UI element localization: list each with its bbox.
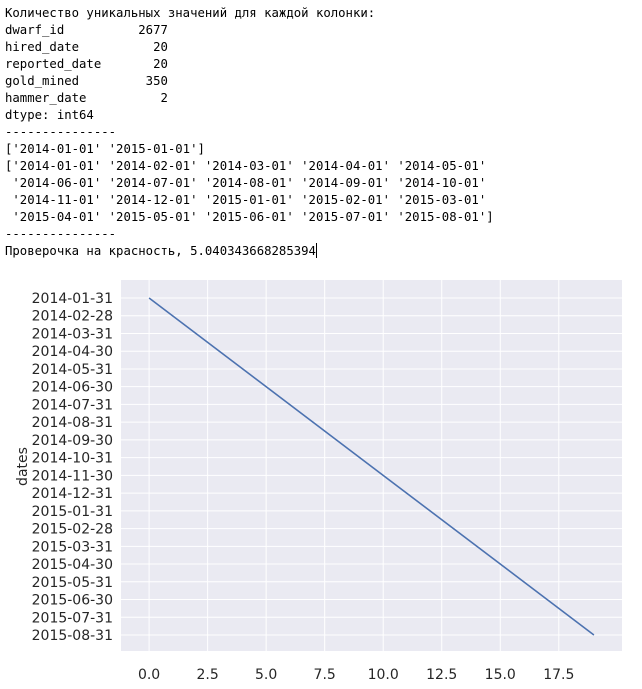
y-axis-label: dates bbox=[15, 447, 31, 486]
console-line: hammer_date 2 bbox=[5, 91, 168, 105]
x-tick-label: 5.0 bbox=[255, 667, 277, 683]
console-line: ['2014-01-01' '2014-02-01' '2014-03-01' … bbox=[5, 159, 487, 173]
x-tick-label: 2.5 bbox=[196, 667, 218, 683]
x-tick-label: 15.0 bbox=[485, 667, 516, 683]
y-tick-label: 2015-07-31 bbox=[32, 610, 113, 626]
y-tick-label: 2015-05-31 bbox=[32, 575, 113, 591]
console-line: dtype: int64 bbox=[5, 108, 94, 122]
console-line: --------------- bbox=[5, 227, 117, 241]
y-tick-label: 2014-03-31 bbox=[32, 326, 113, 342]
y-tick-label: 2014-01-31 bbox=[32, 291, 113, 307]
y-tick-label: 2014-02-28 bbox=[32, 309, 113, 325]
x-tick-label: 12.5 bbox=[426, 667, 457, 683]
y-tick-label: 2014-09-30 bbox=[32, 433, 113, 449]
y-tick-label: 2014-11-30 bbox=[32, 468, 113, 484]
y-tick-label: 2014-07-31 bbox=[32, 397, 113, 413]
x-tick-label: 0.0 bbox=[138, 667, 160, 683]
line-chart: 2014-01-31 2014-02-28 2014-03-31 2014-04-30… bbox=[0, 280, 642, 689]
console-line: dwarf_id 2677 bbox=[5, 23, 168, 37]
console-line: --------------- bbox=[5, 125, 117, 139]
console-line: '2014-06-01' '2014-07-01' '2014-08-01' '… bbox=[5, 176, 487, 190]
y-tick-label: 2015-03-31 bbox=[32, 539, 113, 555]
y-tick-label: 2015-04-30 bbox=[32, 557, 113, 573]
console-last-line: Проверочка на красность, 5.0403436682853… bbox=[5, 244, 316, 258]
horizontal-gridlines bbox=[121, 297, 622, 636]
x-tick-label: 10.0 bbox=[368, 667, 399, 683]
y-tick-label: 2014-12-31 bbox=[32, 486, 113, 502]
y-tick-label: 2015-08-31 bbox=[32, 628, 113, 644]
console-line: '2015-04-01' '2015-05-01' '2015-06-01' '… bbox=[5, 210, 494, 224]
console-line: ['2014-01-01' '2015-01-01'] bbox=[5, 142, 205, 156]
console-line: Количество уникальных значений для каждо… bbox=[5, 6, 376, 20]
console-output: Количество уникальных значений для каждо… bbox=[5, 5, 494, 260]
y-tick-label: 2015-06-30 bbox=[32, 593, 113, 609]
y-tick-label: 2014-08-31 bbox=[32, 415, 113, 431]
console-line: gold_mined 350 bbox=[5, 74, 168, 88]
y-tick-label: 2014-10-31 bbox=[32, 451, 113, 467]
y-tick-label: 2015-02-28 bbox=[32, 522, 113, 538]
series-group bbox=[148, 297, 595, 636]
series-line bbox=[148, 297, 595, 636]
console-line: hired_date 20 bbox=[5, 40, 168, 54]
y-tick-label: 2015-01-31 bbox=[32, 504, 113, 520]
x-tick-labels: 0.0 2.5 5.0 7.5 10.0 12.5 15.0 17.5 bbox=[138, 667, 574, 683]
x-tick-label: 7.5 bbox=[314, 667, 336, 683]
console-line: '2014-11-01' '2014-12-01' '2015-01-01' '… bbox=[5, 193, 487, 207]
y-tick-label: 2014-05-31 bbox=[32, 362, 113, 378]
y-tick-label: 2014-06-30 bbox=[32, 380, 113, 396]
text-cursor bbox=[315, 243, 317, 258]
y-tick-label: 2014-04-30 bbox=[32, 344, 113, 360]
console-line: reported_date 20 bbox=[5, 57, 168, 71]
x-tick-label: 17.5 bbox=[543, 667, 574, 683]
